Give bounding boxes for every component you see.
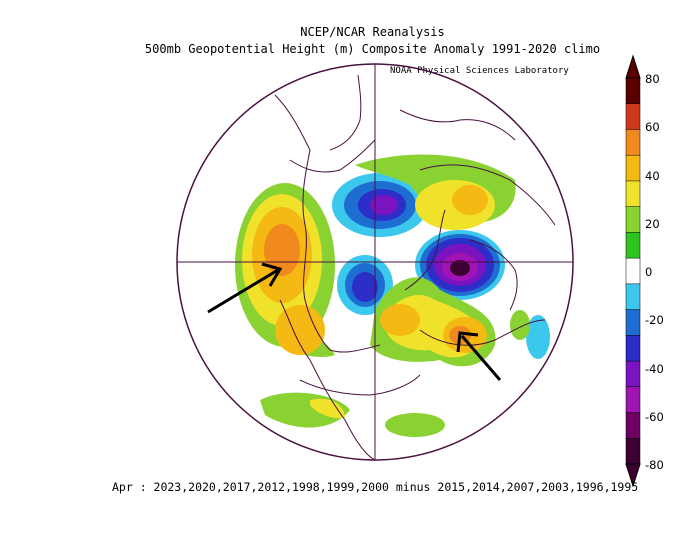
- colorbar-swatch: [625, 77, 641, 105]
- colorbar-tick-label: 80: [645, 72, 660, 86]
- colorbar-tick-label: -20: [645, 313, 664, 328]
- colorbar-swatch: [625, 309, 641, 337]
- colorbar-swatch: [625, 283, 641, 311]
- colorbar-tick-label: -80: [645, 458, 664, 472]
- colorbar-tick-label: 0: [645, 265, 653, 279]
- colorbar-tick-label: 60: [645, 120, 660, 135]
- arrow-west-north-america: [207, 268, 279, 314]
- colorbar-bottom-triangle: [625, 463, 641, 488]
- colorbar-swatch: [625, 129, 641, 156]
- colorbar-swatch: [625, 438, 641, 465]
- colorbar-tick-label: -40: [645, 361, 664, 376]
- credit-label: NOAA Physical Sciences Laboratory: [390, 66, 569, 76]
- colorbar-swatch: [625, 257, 641, 285]
- colorbar-swatch: [625, 386, 641, 414]
- colorbar-tick-label: 20: [645, 216, 660, 231]
- colorbar-swatch: [625, 103, 641, 131]
- arrow-head-west: [261, 262, 283, 287]
- colorbar-tick-label: 40: [645, 168, 660, 183]
- coastlines: [274, 74, 556, 460]
- colorbar-top-triangle: [625, 54, 641, 79]
- arrow-head-atlantic: [456, 331, 479, 353]
- colorbar-swatch: [625, 335, 641, 362]
- colorbar-swatch: [625, 360, 641, 388]
- footer-text: Apr : 2023,2020,2017,2012,1998,1999,2000…: [112, 480, 639, 494]
- chart-subtitle: 500mb Geopotential Height (m) Composite …: [144, 42, 601, 56]
- colorbar-swatch: [625, 180, 641, 208]
- map-boundary: [176, 63, 574, 461]
- anomaly-field: [235, 154, 550, 437]
- colorbar-swatch: [625, 154, 641, 182]
- chart-title: NCEP/NCAR Reanalysis: [300, 25, 445, 39]
- colorbar-swatch: [625, 412, 641, 440]
- arrow-northeast-atlantic-europe: [460, 335, 502, 381]
- colorbar-swatch: [625, 206, 641, 234]
- colorbar-tick-label: -60: [645, 409, 664, 424]
- colorbar-swatch: [625, 232, 641, 259]
